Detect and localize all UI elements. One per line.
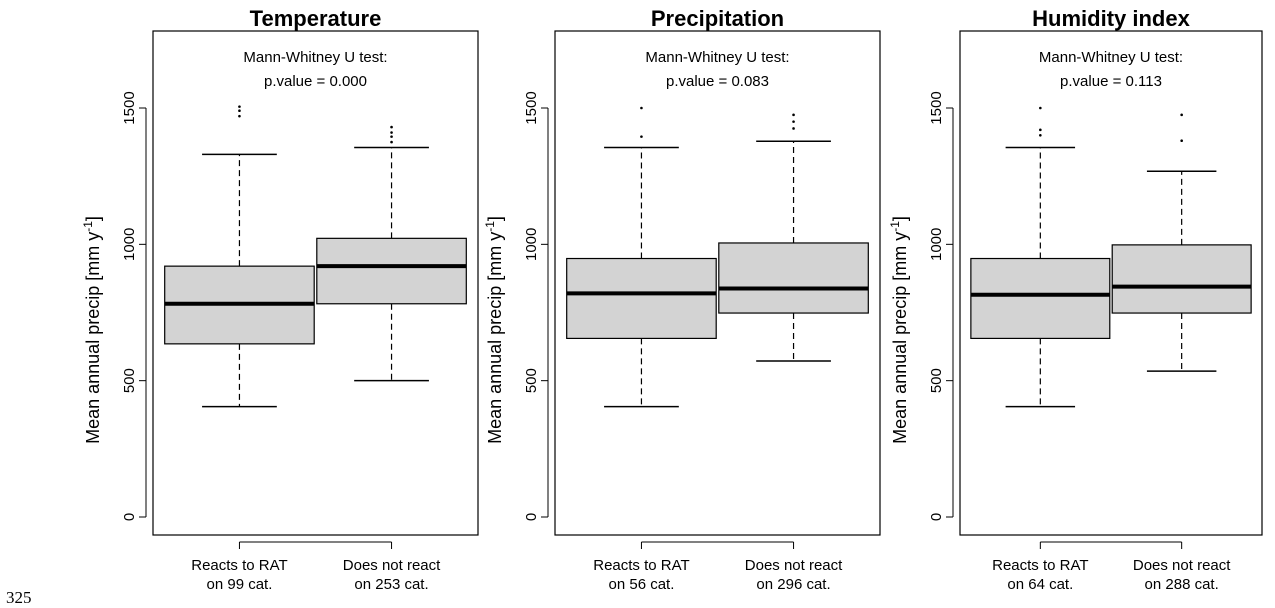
page-number: 325 [6, 588, 32, 607]
y-axis-label: Mean annual precip [mm y-1] [483, 216, 505, 444]
outlier-point [1039, 128, 1042, 132]
plot-frame [152, 30, 479, 536]
p-value-label: p.value = 0.113 [1060, 73, 1162, 90]
box-group [164, 105, 315, 408]
category-label: Does not react [745, 557, 843, 574]
category-count: on 64 cat. [1007, 576, 1073, 593]
p-value-label: p.value = 0.000 [264, 73, 367, 90]
iqr-box [970, 257, 1111, 340]
y-axis-label: Mean annual precip [mm y-1] [888, 216, 910, 444]
y-tick-label: 0 [121, 513, 138, 521]
y-tick-label: 1500 [121, 91, 138, 124]
y-tick-label: 500 [928, 368, 945, 393]
y-tick-label: 500 [121, 368, 138, 393]
category-label: Does not react [1133, 557, 1231, 574]
y-tick-label: 1000 [523, 228, 540, 261]
outlier-point [238, 114, 241, 118]
outlier-point [1180, 113, 1183, 117]
outlier-point [1039, 106, 1042, 110]
category-count: on 56 cat. [609, 576, 675, 593]
category-count: on 288 cat. [1145, 576, 1219, 593]
box-group [566, 106, 717, 408]
category-label: Reacts to RAT [992, 557, 1088, 574]
outlier-point [792, 120, 795, 123]
iqr-box [566, 257, 717, 340]
panel-3: Humidity index Mann-Whitney U test: p.valu… [888, 6, 1263, 593]
test-label: Mann-Whitney U test: [1039, 49, 1183, 66]
outlier-point [640, 135, 643, 138]
y-tick-label: 1500 [928, 91, 945, 124]
outlier-point [238, 109, 241, 113]
panel-2: Precipitation Mann-Whitney U test: p.value… [483, 6, 881, 593]
iqr-box [316, 237, 467, 305]
category-label: Reacts to RAT [593, 557, 689, 574]
y-axis-label: Mean annual precip [mm y-1] [81, 216, 103, 444]
outlier-point [1180, 139, 1183, 143]
outlier-point [792, 127, 795, 130]
category-label: Does not react [343, 557, 441, 574]
box-group [718, 113, 869, 362]
chart-title: Temperature [250, 6, 382, 31]
chart-title: Humidity index [1032, 6, 1190, 31]
outlier-point [238, 105, 241, 108]
box-group [316, 125, 467, 382]
category-label: Reacts to RAT [191, 557, 287, 574]
plot-frame [554, 30, 881, 536]
category-count: on 99 cat. [207, 576, 273, 593]
y-tick-label: 1000 [928, 228, 945, 261]
outlier-point [390, 135, 393, 138]
y-tick-label: 1000 [121, 228, 138, 261]
outlier-point [792, 113, 795, 117]
p-value-label: p.value = 0.083 [666, 73, 769, 90]
y-tick-label: 0 [928, 513, 945, 521]
panel-1: Temperature Mann-Whitney U test: p.value =… [81, 6, 479, 593]
box-group [1111, 113, 1252, 372]
y-tick-label: 0 [523, 513, 540, 521]
iqr-box [1111, 244, 1252, 314]
category-count: on 296 cat. [756, 576, 830, 593]
test-label: Mann-Whitney U test: [243, 49, 387, 66]
outlier-point [390, 140, 393, 144]
plot-frame [959, 30, 1263, 536]
box-group [970, 106, 1111, 408]
y-tick-label: 1500 [523, 91, 540, 124]
chart-title: Precipitation [651, 6, 784, 31]
outlier-point [390, 131, 393, 134]
outlier-point [390, 125, 393, 129]
outlier-point [640, 106, 643, 110]
category-count: on 253 cat. [354, 576, 428, 593]
y-tick-label: 500 [523, 368, 540, 393]
test-label: Mann-Whitney U test: [645, 49, 789, 66]
outlier-point [1039, 133, 1042, 137]
iqr-box [718, 242, 869, 314]
